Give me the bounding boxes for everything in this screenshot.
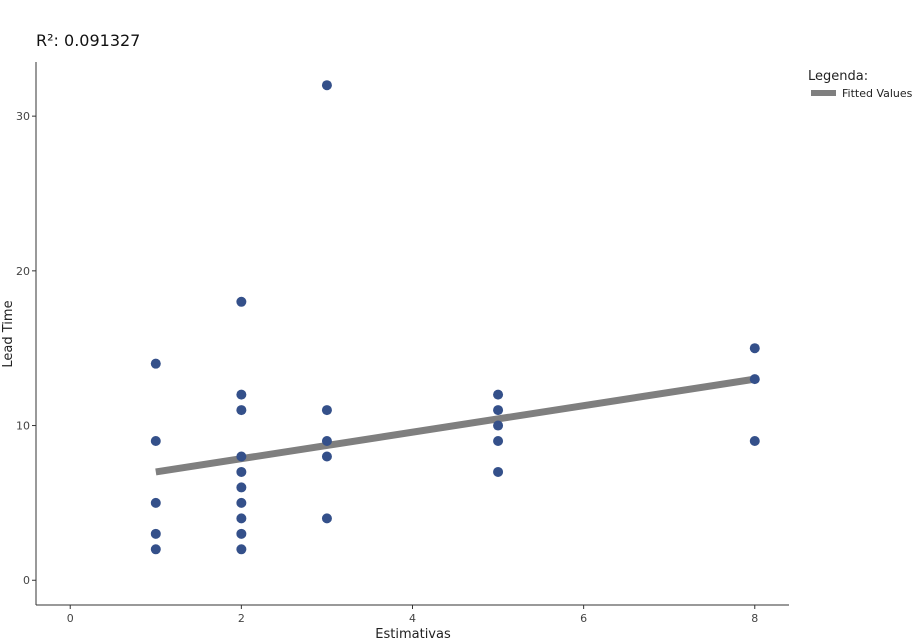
y-tick-label: 30 bbox=[16, 110, 30, 123]
data-point bbox=[150, 544, 161, 555]
fitted-line-layer bbox=[155, 375, 756, 476]
data-point bbox=[749, 343, 760, 354]
data-point bbox=[236, 544, 247, 555]
x-axis: 0 2 4 6 8 bbox=[36, 604, 789, 625]
data-point bbox=[321, 405, 332, 416]
data-point bbox=[493, 436, 504, 447]
y-axis: 0 10 20 30 bbox=[16, 62, 37, 605]
data-point bbox=[150, 436, 161, 447]
data-point bbox=[236, 451, 247, 462]
legend-label-fitted-values: Fitted Values bbox=[842, 87, 913, 100]
y-tick-label: 10 bbox=[16, 420, 30, 433]
data-point bbox=[321, 80, 332, 91]
legend: Legenda: Fitted Values bbox=[808, 69, 913, 100]
data-point bbox=[150, 358, 161, 369]
data-point bbox=[493, 389, 504, 400]
data-point bbox=[236, 466, 247, 477]
points-layer bbox=[150, 80, 760, 555]
data-point bbox=[493, 405, 504, 416]
x-axis-title: Estimativas bbox=[375, 627, 451, 642]
data-point bbox=[150, 528, 161, 539]
data-point bbox=[321, 451, 332, 462]
data-point bbox=[236, 405, 247, 416]
data-point bbox=[321, 513, 332, 524]
data-point bbox=[749, 436, 760, 447]
data-point bbox=[236, 528, 247, 539]
legend-title: Legenda: bbox=[808, 69, 868, 84]
data-point bbox=[150, 497, 161, 508]
x-tick-label: 2 bbox=[238, 612, 245, 625]
data-point bbox=[493, 466, 504, 477]
y-tick-label: 20 bbox=[16, 265, 30, 278]
data-point bbox=[493, 420, 504, 431]
data-point bbox=[236, 513, 247, 524]
chart-title: R²: 0.091327 bbox=[36, 31, 140, 50]
y-axis-title: Lead Time bbox=[1, 300, 16, 367]
y-tick-label: 0 bbox=[23, 574, 30, 587]
data-point bbox=[236, 497, 247, 508]
data-point bbox=[749, 374, 760, 385]
data-point bbox=[236, 482, 247, 493]
x-tick-label: 6 bbox=[580, 612, 587, 625]
data-point bbox=[236, 296, 247, 307]
x-tick-label: 8 bbox=[751, 612, 758, 625]
data-point bbox=[321, 436, 332, 447]
fitted-values-line bbox=[155, 375, 756, 476]
data-point bbox=[236, 389, 247, 400]
x-tick-label: 4 bbox=[409, 612, 416, 625]
x-tick-label: 0 bbox=[67, 612, 74, 625]
